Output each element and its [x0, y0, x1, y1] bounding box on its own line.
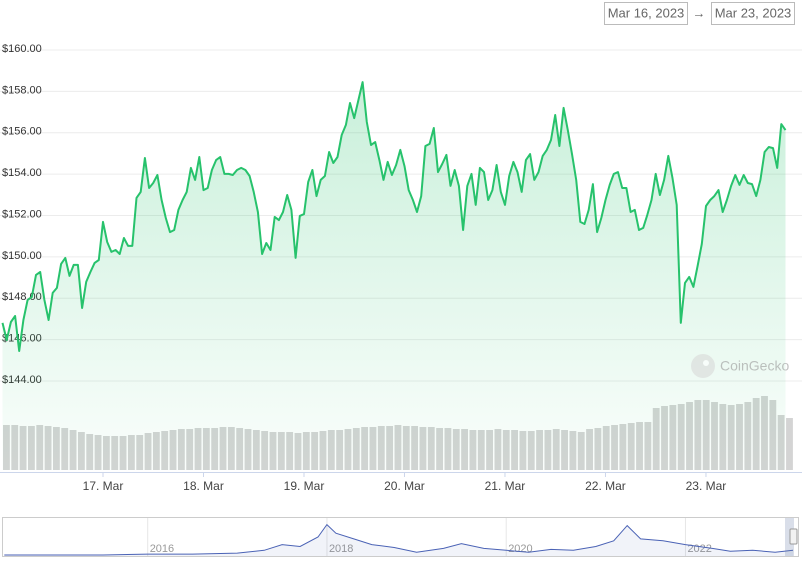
x-tick-label: 18. Mar [183, 479, 224, 493]
navigator-tick-label: 2018 [329, 543, 353, 555]
date-arrow: → [693, 5, 706, 20]
y-tick-label: $152.00 [2, 208, 42, 220]
navigator-tick-label: 2016 [150, 543, 174, 555]
x-tick-label: 22. Mar [585, 479, 626, 493]
navigator-line [4, 523, 794, 556]
x-tick-label: 23. Mar [686, 479, 727, 493]
y-tick-label: $150.00 [2, 250, 42, 262]
y-tick-label: $154.00 [2, 167, 42, 179]
date-to-box[interactable] [711, 2, 795, 25]
date-from[interactable]: Mar 16, 2023 [608, 5, 685, 20]
watermark-text: CoinGecko [720, 358, 789, 374]
x-tick-label: 19. Mar [284, 479, 325, 493]
x-tick-label: 17. Mar [83, 479, 124, 493]
watermark-icon [691, 354, 715, 378]
y-tick-label: $156.00 [2, 126, 42, 138]
y-tick-label: $160.00 [2, 43, 42, 55]
y-tick-label: $158.00 [2, 84, 42, 96]
watermark-eye [703, 360, 709, 366]
navigator-frame [2, 517, 799, 557]
date-from-box[interactable] [604, 2, 688, 25]
watermark: CoinGecko [691, 354, 789, 378]
date-to[interactable]: Mar 23, 2023 [715, 5, 792, 20]
price-line [1, 81, 787, 352]
navigator-area [4, 524, 793, 556]
x-tick-label: 20. Mar [384, 479, 425, 493]
navigator-handle[interactable] [789, 528, 798, 545]
price-area [2, 82, 786, 470]
x-tick-label: 21. Mar [485, 479, 526, 493]
volume-bar [786, 418, 793, 470]
